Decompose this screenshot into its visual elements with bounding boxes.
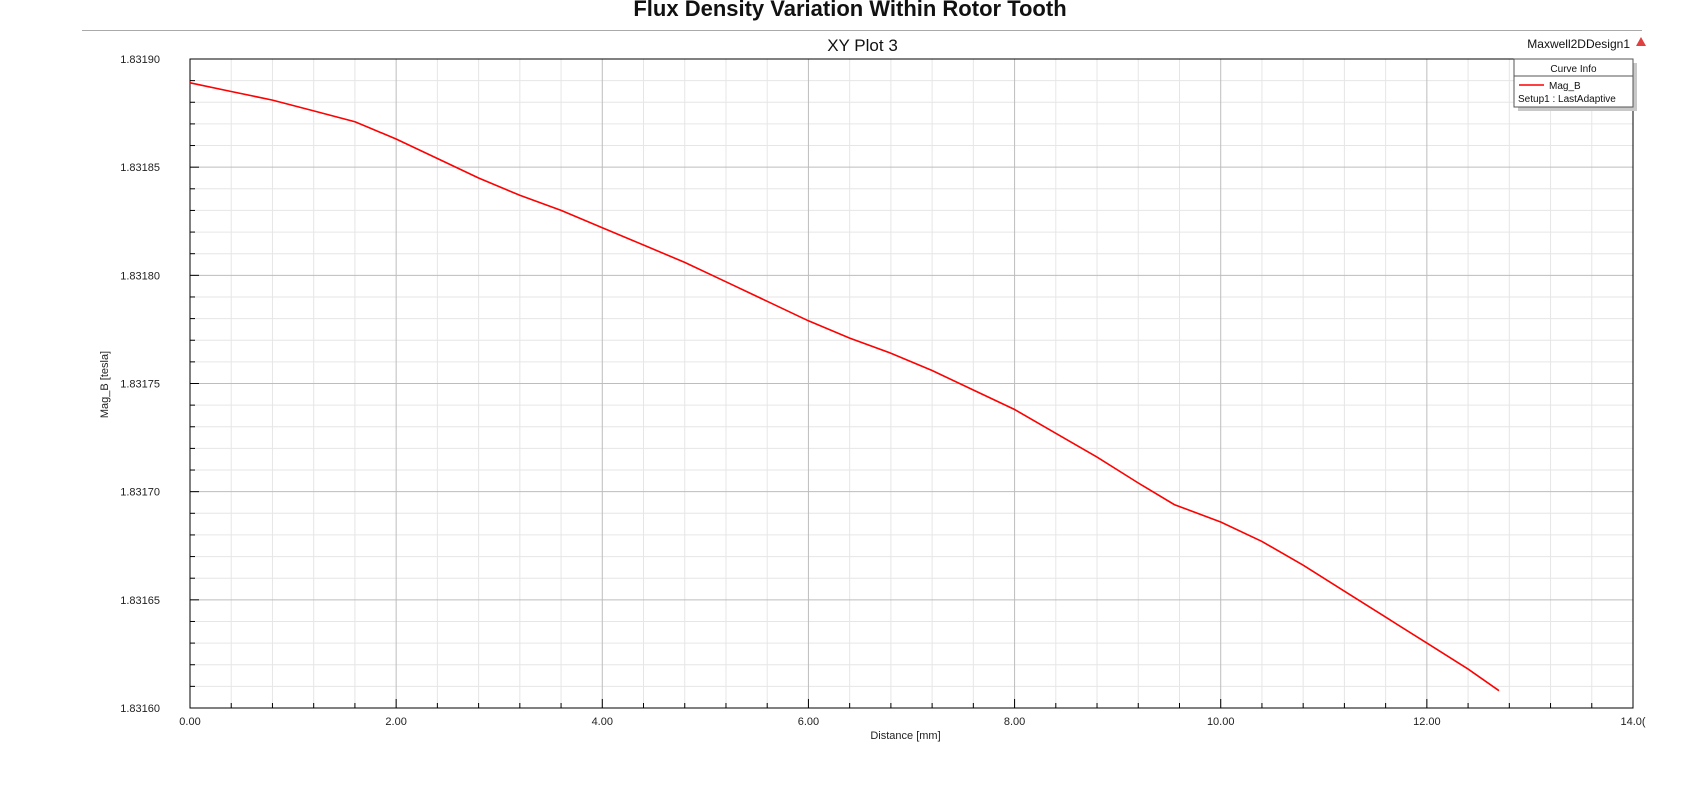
legend[interactable]: Curve Info Mag_B Setup1 : LastAdaptive <box>1513 58 1637 111</box>
legend-header: Curve Info <box>1550 64 1597 75</box>
x-tick-label: 10.00 <box>1207 716 1235 728</box>
figure-title: Flux Density Variation Within Rotor Toot… <box>633 0 1067 21</box>
y-tick-label: 1.83165 <box>120 595 160 607</box>
grid <box>189 58 1634 709</box>
axis-ticks <box>189 58 1634 709</box>
y-tick-label: 1.83175 <box>120 379 160 391</box>
x-tick-label: 4.00 <box>592 716 613 728</box>
plot-title: XY Plot 3 <box>827 36 898 55</box>
legend-entry-name: Mag_B <box>1549 81 1581 92</box>
tick-labels: 0.00 2.00 4.00 6.00 8.00 10.00 12.00 14.0( 1.831… <box>120 54 1646 728</box>
y-tick-label: 1.83180 <box>120 270 160 282</box>
x-tick-label: 2.00 <box>385 716 406 728</box>
y-tick-label: 1.83170 <box>120 487 160 499</box>
design-name: Maxwell2DDesign1 <box>1527 37 1630 51</box>
x-axis-label: Distance [mm] <box>870 730 940 742</box>
x-tick-label: 12.00 <box>1413 716 1441 728</box>
corner-marker-icon[interactable] <box>1636 37 1646 46</box>
legend-box <box>1513 58 1634 108</box>
x-tick-label: 0.00 <box>179 716 200 728</box>
x-tick-label: 8.00 <box>1004 716 1025 728</box>
y-tick-label: 1.83190 <box>120 54 160 66</box>
series-layer <box>189 82 1500 692</box>
x-tick-label: 14.0( <box>1620 716 1645 728</box>
legend-entry-subtitle: Setup1 : LastAdaptive <box>1518 94 1616 105</box>
y-tick-label: 1.83185 <box>120 162 160 174</box>
y-axis-label: Mag_B [tesla] <box>99 351 111 418</box>
series-line-mag-b <box>189 82 1500 692</box>
x-tick-label: 6.00 <box>798 716 819 728</box>
y-tick-label: 1.83160 <box>120 703 160 715</box>
title-divider <box>82 30 1642 31</box>
